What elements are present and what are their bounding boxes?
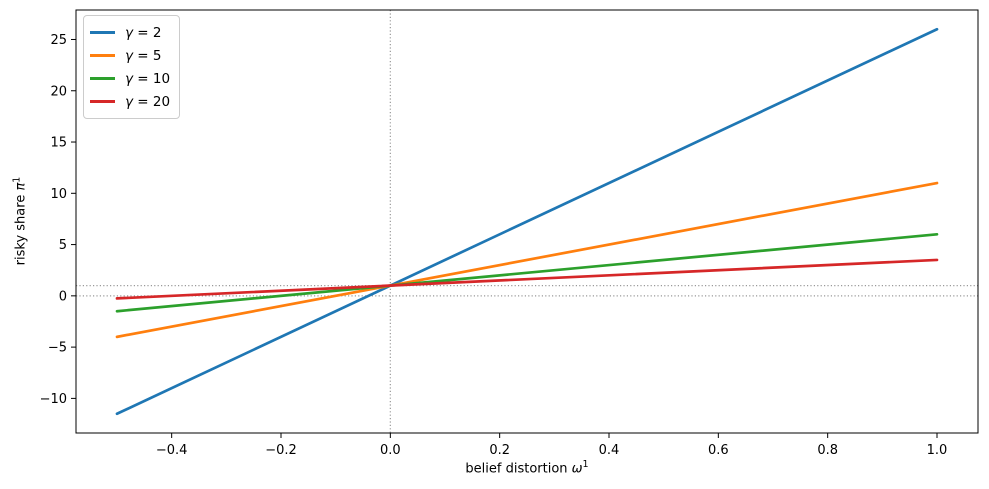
legend-label-symbol: γ xyxy=(125,24,133,41)
series-line-gamma-10 xyxy=(115,232,939,313)
y-axis-label-text: risky share xyxy=(13,190,29,266)
x-axis-label: belief distortion ω1 xyxy=(76,459,978,476)
legend-label: γ = 5 xyxy=(125,48,161,64)
x-tick-label: 0.2 xyxy=(489,443,510,458)
legend-label: γ = 20 xyxy=(125,94,170,110)
legend-label-value: = 2 xyxy=(133,24,162,41)
legend-item-gamma-2: γ = 2 xyxy=(90,21,170,44)
legend-label: γ = 2 xyxy=(125,25,161,41)
y-tick-label: 25 xyxy=(50,33,67,48)
y-tick-label: −5 xyxy=(48,341,67,356)
x-tick-label: 1.0 xyxy=(927,443,948,458)
legend-label-value: = 10 xyxy=(133,70,171,87)
y-tick-label: 20 xyxy=(50,84,67,99)
y-axis-label-superscript: 1 xyxy=(11,176,23,183)
y-tick-label: 15 xyxy=(50,136,67,151)
legend-line-swatch xyxy=(90,77,115,80)
y-tick-label: 10 xyxy=(50,187,67,202)
x-tick-label: 0.6 xyxy=(708,443,729,458)
x-tick-label: 0.0 xyxy=(380,443,401,458)
series-line-gamma-2 xyxy=(115,27,939,416)
legend-item-gamma-10: γ = 10 xyxy=(90,67,170,90)
series-line-gamma-5 xyxy=(115,181,939,339)
legend-line-swatch xyxy=(90,100,115,103)
x-tick-label: −0.2 xyxy=(265,443,297,458)
x-axis-label-symbol: ω xyxy=(571,461,583,477)
legend-label: γ = 10 xyxy=(125,71,170,87)
legend-line-swatch xyxy=(90,54,115,57)
legend-label-symbol: γ xyxy=(125,93,133,110)
x-tick-label: 0.4 xyxy=(599,443,620,458)
y-axis-label: risky share π1 xyxy=(11,177,28,266)
y-tick-label: −10 xyxy=(40,392,67,407)
x-axis-label-text: belief distortion xyxy=(465,461,572,477)
legend-label-symbol: γ xyxy=(125,70,133,87)
x-tick-label: 0.8 xyxy=(817,443,838,458)
y-tick-label: 5 xyxy=(59,238,67,253)
legend-label-symbol: γ xyxy=(125,47,133,64)
x-axis-label-superscript: 1 xyxy=(582,459,589,470)
x-tick-label: −0.4 xyxy=(156,443,188,458)
series-line-gamma-20 xyxy=(115,258,939,300)
legend-label-value: = 5 xyxy=(133,47,162,64)
y-tick-label: 0 xyxy=(59,289,67,304)
y-axis-label-symbol: π xyxy=(13,182,29,191)
legend-label-value: = 20 xyxy=(133,93,171,110)
legend-item-gamma-5: γ = 5 xyxy=(90,44,170,67)
legend-item-gamma-20: γ = 20 xyxy=(90,90,170,113)
legend-line-swatch xyxy=(90,31,115,34)
axes-frame xyxy=(75,9,979,434)
